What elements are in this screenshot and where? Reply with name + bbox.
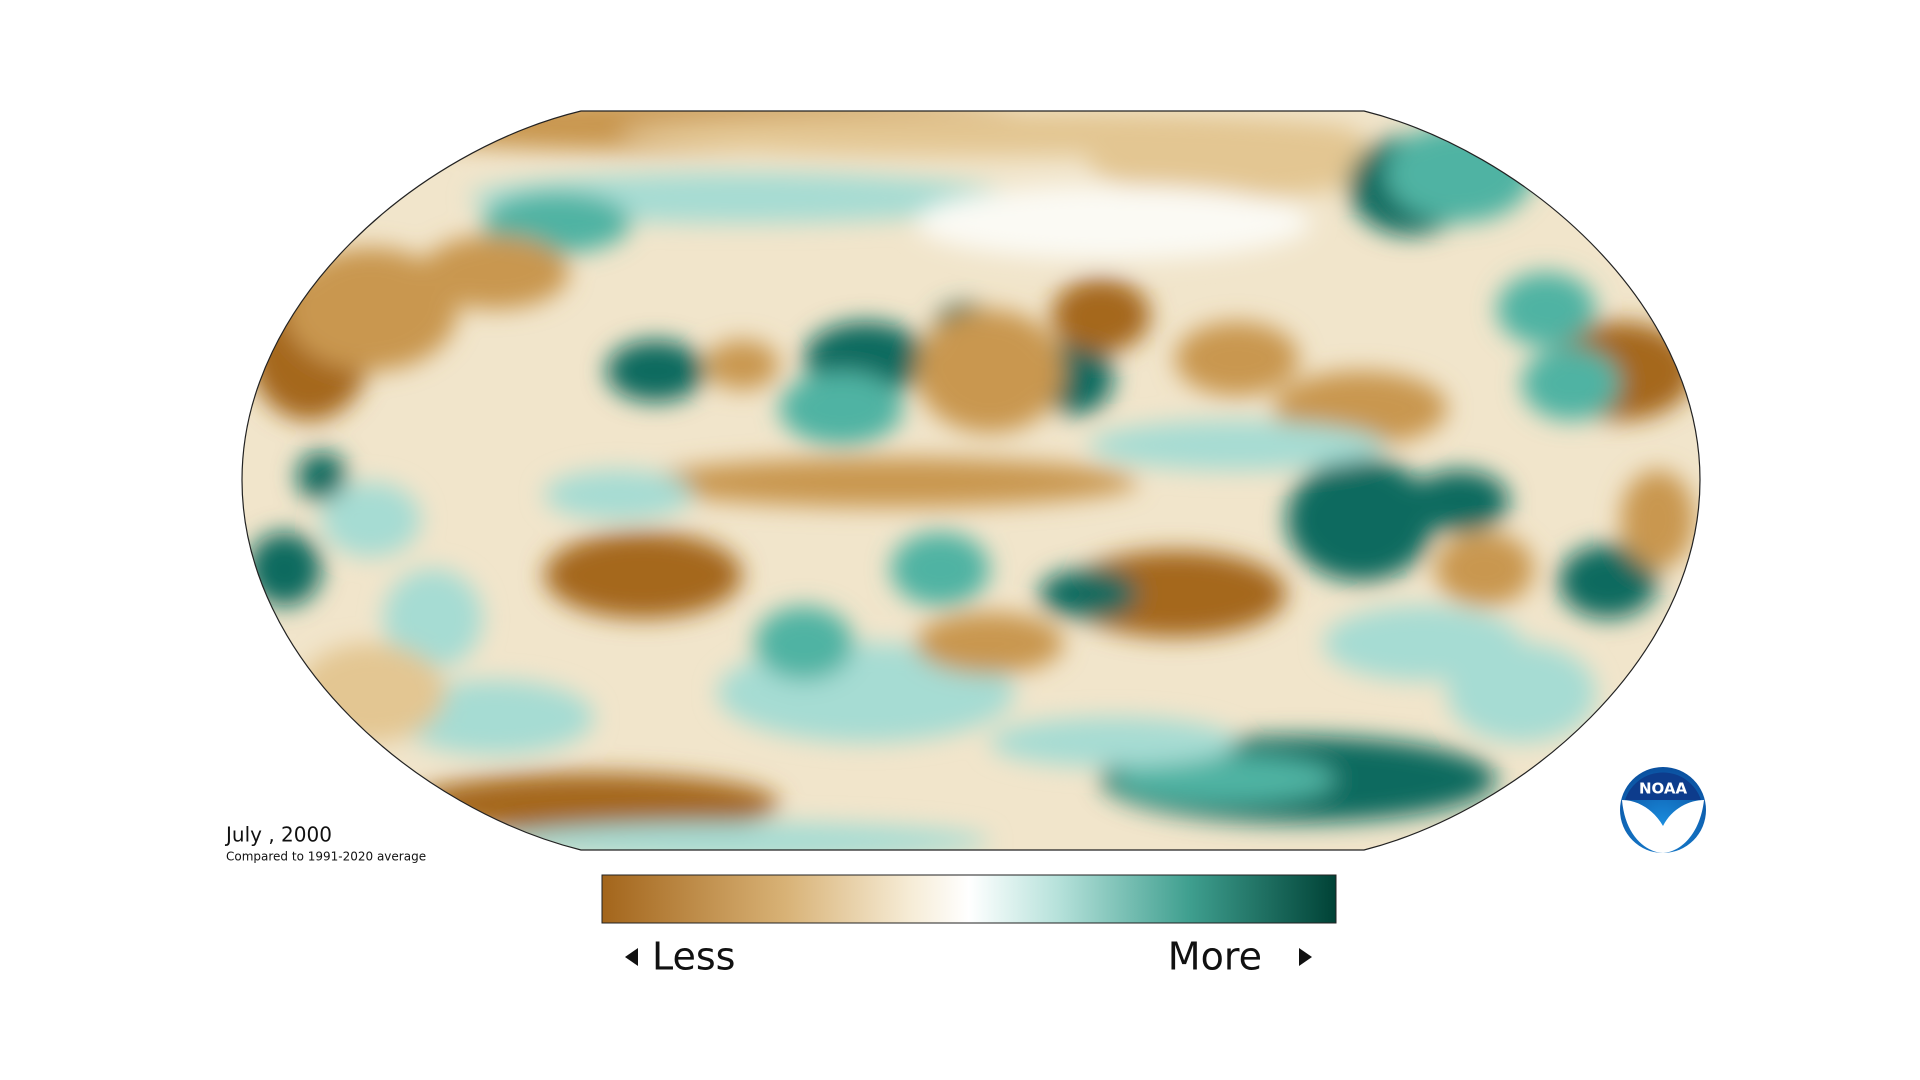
anomaly-patch — [705, 340, 780, 390]
anomaly-patch — [915, 309, 1064, 433]
anomaly-patch — [395, 680, 594, 755]
anomaly-patch — [1385, 123, 1534, 223]
map-date: July , 2000 — [224, 823, 332, 847]
anomaly-patch — [1113, 754, 1336, 805]
anomaly-patch — [544, 470, 693, 520]
anomaly-patch — [1088, 420, 1386, 471]
anomaly-patch — [915, 612, 1064, 675]
anomaly-patch — [1521, 346, 1621, 421]
legend-high-label: More — [1168, 935, 1262, 979]
anomaly-patch — [296, 643, 446, 743]
anomaly-patch — [383, 569, 483, 668]
anomaly-patch — [779, 371, 904, 446]
anomaly-patch — [643, 457, 1139, 508]
anomaly-patch — [606, 340, 706, 403]
anomaly-patch — [1558, 544, 1658, 619]
anomaly-patch — [1039, 569, 1139, 619]
logo-bird — [1622, 800, 1704, 853]
legend-low-label: Less — [652, 935, 735, 979]
anomaly-patch — [1323, 606, 1522, 681]
anomaly-patch — [1088, 123, 1386, 198]
noaa-logo: NOAA — [1620, 767, 1706, 853]
map-border — [241, 110, 1701, 851]
logo-text: NOAA — [1639, 780, 1688, 798]
anomaly-patch — [754, 606, 854, 681]
anomaly-patch — [420, 235, 570, 310]
anomaly-patch — [989, 717, 1237, 767]
map-area — [242, 111, 1700, 850]
anomaly-patch — [408, 773, 780, 835]
anomaly-patch — [544, 531, 743, 619]
anomaly-patch — [1051, 278, 1151, 353]
anomaly-patch — [890, 531, 990, 607]
anomaly-patch — [494, 822, 990, 850]
anomaly-patch — [1434, 531, 1534, 607]
arrow-left — [625, 948, 638, 966]
anomaly-patch — [1620, 470, 1695, 570]
anomaly-patch — [1496, 272, 1596, 347]
anomaly-patch — [1410, 470, 1510, 532]
anomaly-patch — [1063, 550, 1287, 638]
anomaly-patch — [1175, 321, 1299, 396]
map-subtitle: Compared to 1991-2020 average — [226, 850, 426, 864]
anomaly-patch — [321, 482, 421, 557]
anomaly-patch — [296, 451, 347, 501]
logo-top — [1625, 772, 1701, 800]
arrow-right — [1299, 948, 1312, 966]
anomaly-field — [247, 111, 1695, 850]
anomaly-patch — [284, 247, 458, 372]
anomaly-patch — [1286, 457, 1435, 582]
anomaly-patch — [915, 185, 1312, 260]
color-scale — [601, 874, 1337, 924]
anomaly-patch — [247, 531, 322, 607]
